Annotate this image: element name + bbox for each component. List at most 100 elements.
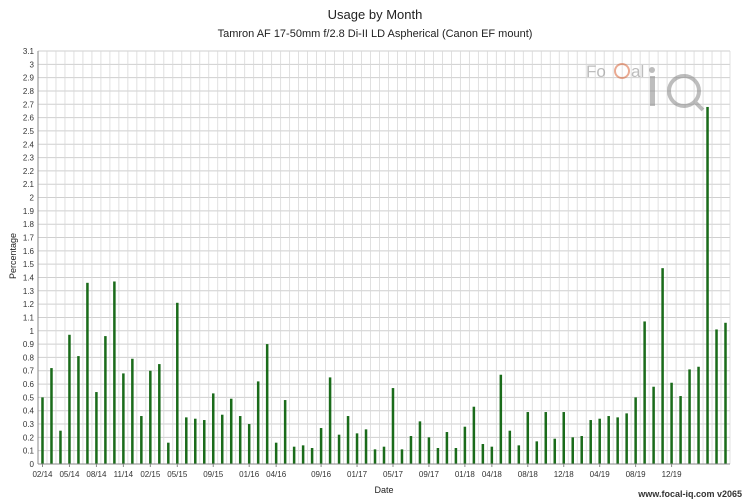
bar bbox=[463, 426, 467, 464]
bar bbox=[301, 445, 305, 464]
y-tick-label: 0.8 bbox=[23, 353, 35, 362]
bar bbox=[319, 428, 323, 464]
bar bbox=[59, 430, 62, 464]
x-tick-label: 12/18 bbox=[554, 470, 575, 479]
bar bbox=[220, 414, 224, 464]
bar bbox=[670, 382, 673, 464]
x-tick-label: 05/17 bbox=[383, 470, 404, 479]
bar bbox=[544, 412, 548, 464]
y-tick-label: 0.7 bbox=[23, 367, 35, 376]
bar bbox=[229, 398, 233, 464]
bar bbox=[373, 449, 377, 464]
focal-iq-logo: Fo al bbox=[586, 62, 705, 112]
bar bbox=[724, 322, 727, 464]
bar bbox=[481, 444, 485, 464]
bar bbox=[508, 430, 512, 464]
bar bbox=[50, 368, 53, 464]
bar bbox=[77, 356, 80, 464]
x-tick-label: 09/17 bbox=[419, 470, 440, 479]
bar bbox=[409, 436, 413, 464]
x-tick-label: 09/16 bbox=[311, 470, 332, 479]
x-tick-label: 01/18 bbox=[455, 470, 476, 479]
bar bbox=[113, 281, 116, 464]
logo-text-al: al bbox=[631, 62, 644, 81]
bar bbox=[364, 429, 368, 464]
x-tick-label: 04/16 bbox=[266, 470, 287, 479]
bar bbox=[167, 442, 170, 464]
bar bbox=[625, 413, 628, 464]
y-tick-label: 0.1 bbox=[23, 447, 35, 456]
bar bbox=[661, 268, 664, 464]
bar bbox=[158, 364, 161, 464]
bar bbox=[68, 334, 71, 464]
bar bbox=[634, 397, 637, 464]
bar bbox=[194, 418, 197, 464]
logo-q-icon bbox=[667, 74, 701, 108]
x-tick-label: 04/18 bbox=[482, 470, 503, 479]
bar bbox=[310, 448, 314, 464]
bar bbox=[355, 433, 359, 464]
y-tick-label: 2.8 bbox=[23, 87, 35, 96]
chart-title: Usage by Month bbox=[327, 7, 423, 22]
bar bbox=[140, 416, 143, 464]
y-tick-label: 2.6 bbox=[23, 114, 35, 123]
x-tick-label: 01/17 bbox=[347, 470, 368, 479]
y-tick-label: 3.1 bbox=[23, 47, 35, 56]
y-tick-label: 0.5 bbox=[23, 393, 35, 402]
bar bbox=[688, 369, 691, 464]
footer-credit: www.focal-iq.com v2065 bbox=[638, 489, 742, 499]
x-tick-label: 05/14 bbox=[59, 470, 80, 479]
bar bbox=[238, 416, 242, 464]
y-tick-label: 1 bbox=[30, 327, 35, 336]
chart-subtitle: Tamron AF 17-50mm f/2.8 Di-II LD Aspheri… bbox=[217, 28, 533, 40]
bar bbox=[679, 396, 682, 464]
bar bbox=[553, 438, 557, 464]
y-tick-label: 1.7 bbox=[23, 234, 35, 243]
bar bbox=[571, 437, 574, 464]
bar bbox=[391, 388, 395, 464]
bar bbox=[580, 436, 583, 464]
x-tick-label: 01/16 bbox=[239, 470, 260, 479]
bar bbox=[247, 424, 251, 464]
y-tick-label: 1.3 bbox=[23, 287, 35, 296]
bar bbox=[652, 386, 655, 464]
bar bbox=[598, 418, 601, 464]
bar bbox=[454, 448, 458, 464]
y-tick-label: 2.5 bbox=[23, 127, 35, 136]
bar bbox=[382, 446, 386, 464]
x-tick-label: 02/14 bbox=[32, 470, 53, 479]
y-tick-label: 1.1 bbox=[23, 313, 35, 322]
x-tick-label: 11/14 bbox=[114, 470, 134, 479]
y-tick-label: 1.4 bbox=[23, 273, 35, 282]
y-tick-label: 2.3 bbox=[23, 154, 35, 163]
bar bbox=[418, 421, 422, 464]
y-tick-label: 1.2 bbox=[23, 300, 35, 309]
y-tick-label: 2.4 bbox=[23, 140, 35, 149]
bar bbox=[265, 344, 269, 464]
bars bbox=[41, 106, 727, 465]
bar bbox=[490, 446, 494, 464]
bar bbox=[337, 434, 341, 464]
x-tick-label: 05/15 bbox=[167, 470, 188, 479]
x-tick-label: 02/15 bbox=[140, 470, 161, 479]
bar bbox=[176, 302, 179, 464]
bar bbox=[589, 420, 592, 464]
y-tick-label: 1.6 bbox=[23, 247, 35, 256]
bar bbox=[427, 437, 431, 464]
bar bbox=[472, 406, 476, 464]
bar bbox=[616, 417, 619, 464]
bar bbox=[131, 358, 134, 464]
bar bbox=[203, 420, 206, 464]
y-tick-label: 0.4 bbox=[23, 407, 35, 416]
bar bbox=[104, 336, 107, 464]
logo-text-fo: Fo bbox=[586, 62, 606, 81]
bar bbox=[400, 449, 404, 464]
y-tick-label: 2.7 bbox=[23, 100, 35, 109]
x-tick-label: 12/19 bbox=[662, 470, 683, 479]
bar bbox=[122, 373, 125, 464]
logo-q-tail bbox=[692, 99, 705, 112]
y-tick-label: 0.9 bbox=[23, 340, 35, 349]
bar bbox=[256, 381, 260, 464]
bar bbox=[535, 441, 539, 464]
